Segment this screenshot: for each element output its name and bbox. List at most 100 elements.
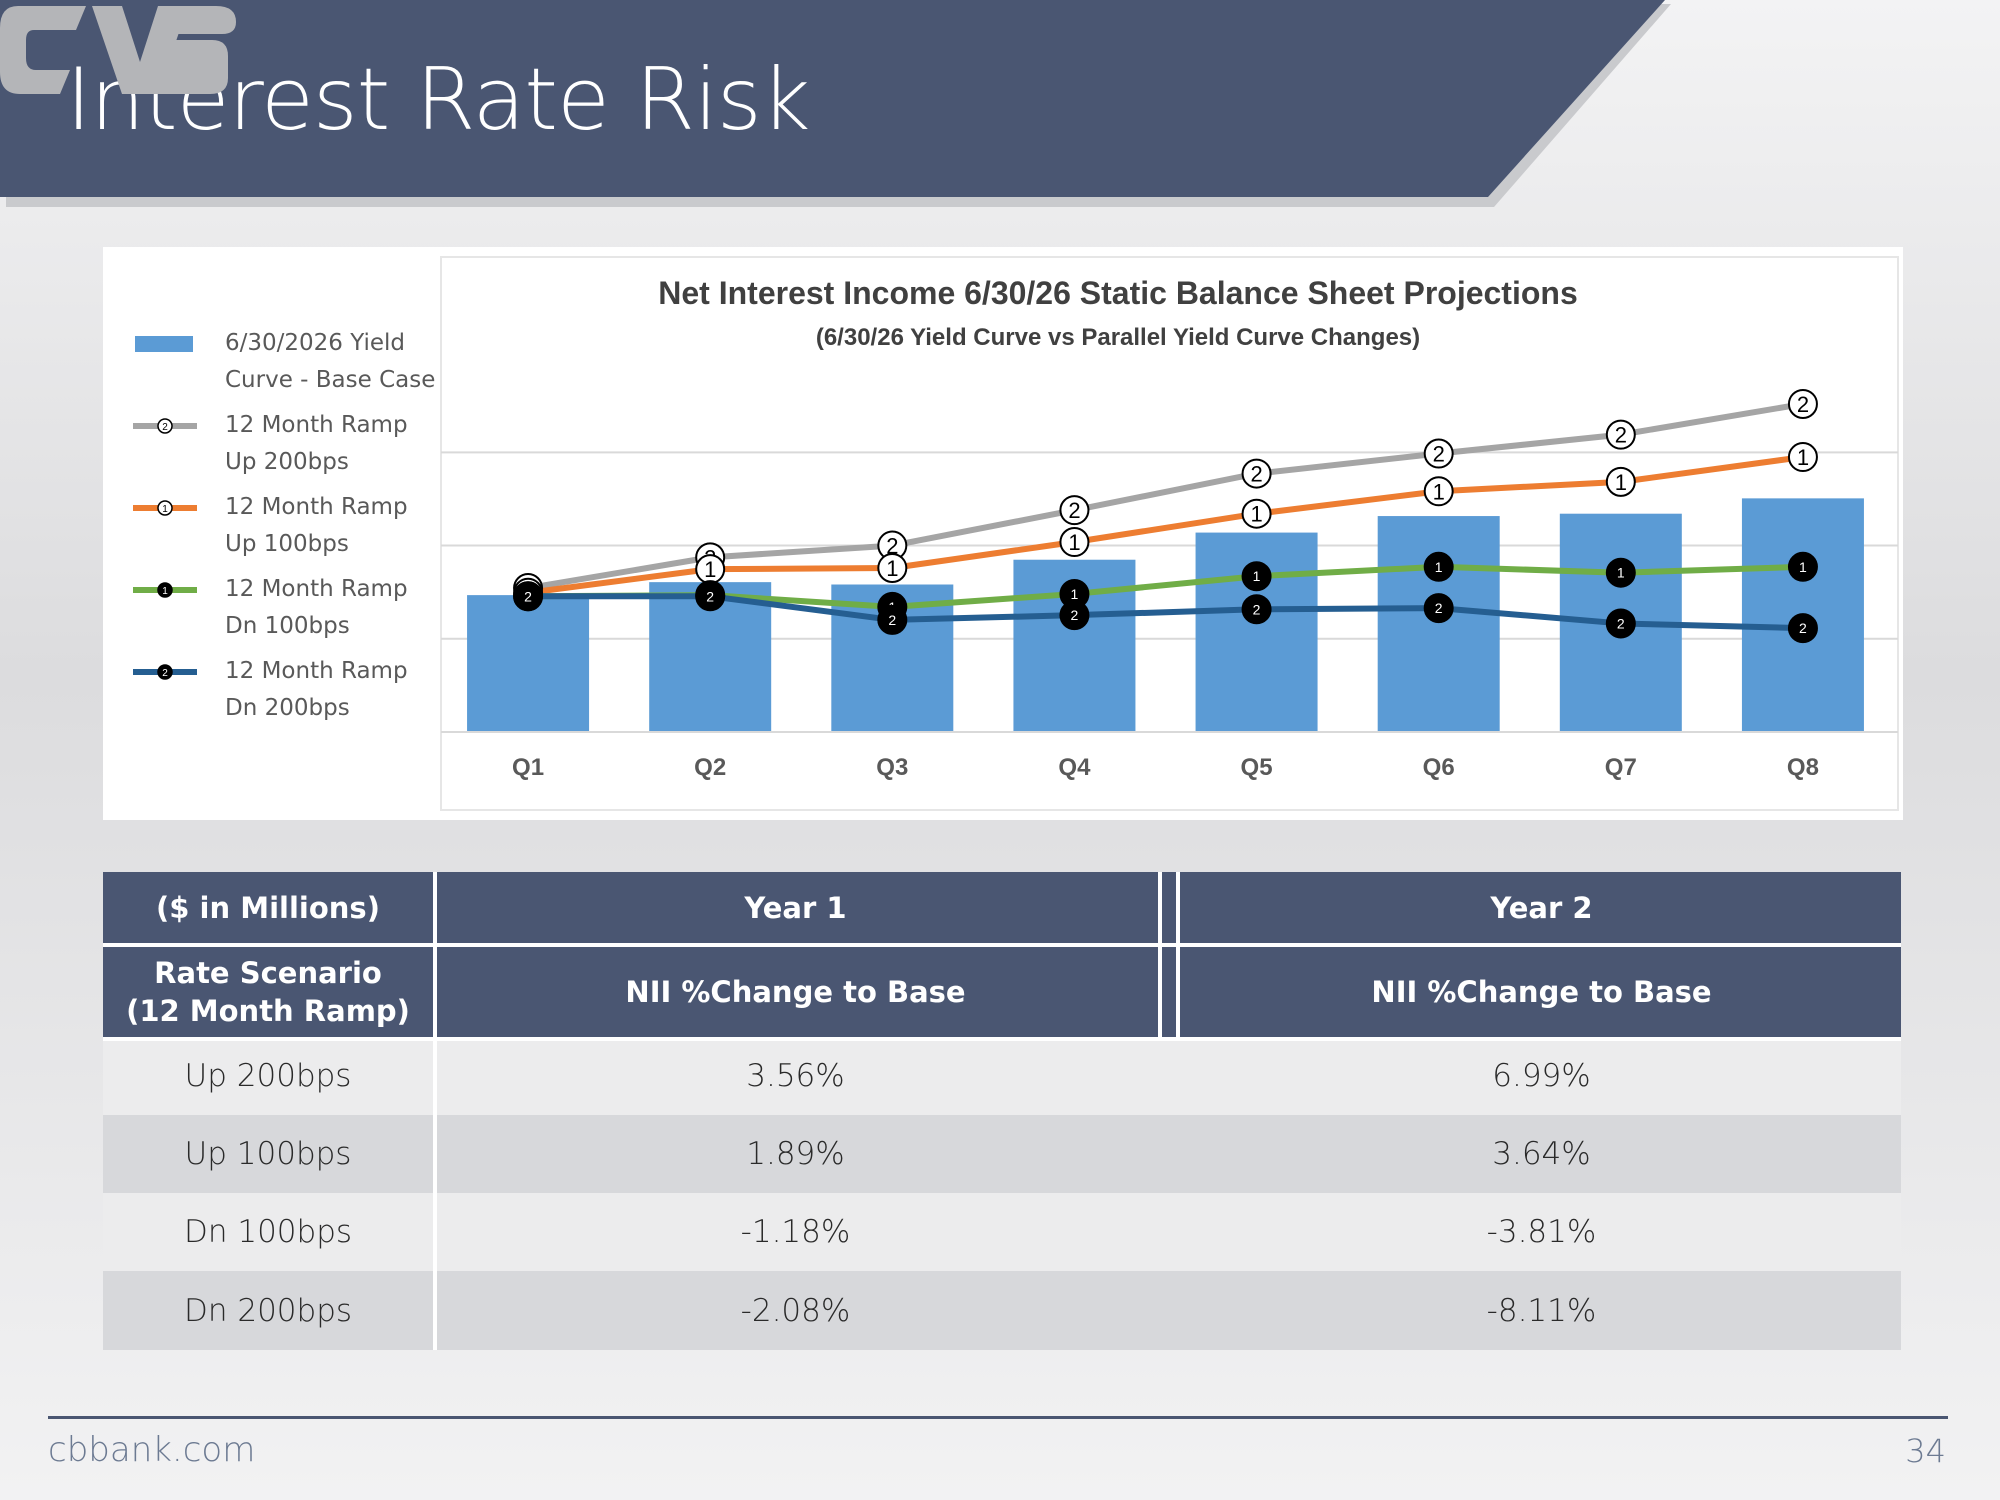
table-cell-year2: 3.64% [1492,1136,1591,1172]
svg-text:2: 2 [1253,601,1261,617]
series-marker: 1 [1423,551,1454,582]
table-cell-year2: 6.99% [1492,1058,1591,1094]
series-marker: 1 [695,554,726,585]
table-header-y1-nii: NII %Change to Base [437,947,1154,1037]
svg-text:1: 1 [162,504,168,515]
series-marker: 2 [1059,600,1090,631]
series-marker: 2 [1787,613,1818,644]
chart-subtitle: (6/30/26 Yield Curve vs Parallel Yield C… [816,324,1420,351]
x-tick-label: Q4 [1058,754,1091,781]
series-marker: 2 [695,581,726,612]
series-marker: 1 [1241,561,1272,592]
x-tick-label: Q3 [876,754,908,781]
table-row [103,1193,1901,1271]
table-cell-year2: -3.81% [1486,1214,1597,1250]
footer-rule [48,1416,1948,1419]
table-row [103,1037,1901,1115]
svg-text:1: 1 [1433,479,1445,504]
series-marker: 1 [877,552,908,583]
series-marker: 2 [1605,608,1636,639]
line-series: 22222222111111111111111122222222 [513,388,1818,644]
svg-text:1: 1 [1435,559,1443,575]
table-header-year1: Year 1 [437,872,1154,943]
table-cell-year1: 3.56% [746,1058,845,1094]
table-cell-scenario: Dn 200bps [183,1292,353,1329]
bar-base-case [1377,516,1500,732]
series-marker: 2 [1423,593,1454,624]
table-cell-year1: 1.89% [746,1136,845,1172]
legend-label: 12 Month Ramp Up 200bps [225,412,408,475]
table-cell-scenario: Up 200bps [184,1058,352,1094]
chart-panel: Net Interest Income 6/30/26 Static Balan… [103,247,1903,820]
table-cell-scenario: Up 100bps [184,1136,352,1172]
x-tick-label: Q1 [512,754,544,781]
svg-text:1: 1 [1799,559,1807,575]
bank-logo [0,6,236,94]
series-line-2 [527,454,1804,596]
svg-text:1: 1 [1071,586,1079,602]
footer-url: cbbank.com [48,1430,256,1470]
svg-text:2: 2 [1797,392,1809,417]
svg-text:2: 2 [706,588,714,604]
svg-text:2: 2 [1435,600,1443,616]
series-marker: 1 [1059,578,1090,609]
svg-text:1: 1 [1615,470,1627,495]
svg-text:2: 2 [1615,423,1627,448]
table-cell-year1: -2.08% [740,1292,851,1329]
svg-text:2: 2 [1250,462,1262,487]
bar-base-case [467,595,590,732]
series-line-3 [528,563,1804,610]
table-row-divider [103,943,1901,947]
series-marker: 2 [513,581,544,612]
legend-label: 6/30/2026 Yield Curve - Base Case [225,330,436,393]
svg-text:1: 1 [1253,568,1261,584]
table-cell-year1: -1.18% [740,1214,851,1250]
legend-swatch: 1 [133,500,197,516]
svg-text:1: 1 [162,586,168,597]
series-marker: 2 [1787,388,1818,419]
page-number: 34 [1905,1432,1946,1470]
nii-change-table: ($ in Millions) Year 1 Year 2 Rate Scena… [103,872,1901,1350]
svg-text:1: 1 [1068,530,1080,555]
table-header-rate-scenario: Rate Scenario (12 Month Ramp) [103,947,433,1037]
table-divider [433,872,437,1350]
header-background [0,0,1671,207]
series-marker: 2 [1605,419,1636,450]
svg-text:2: 2 [1071,607,1079,623]
svg-text:1: 1 [886,556,898,581]
series-marker: 1 [1605,466,1636,497]
svg-text:2: 2 [1433,442,1445,467]
legend-label: 12 Month Ramp Up 100bps [225,494,408,557]
legend-item: 2 12 Month Ramp Dn 200bps [133,653,533,735]
table-header-y2-nii: NII %Change to Base [1182,947,1901,1037]
chart-legend: 6/30/2026 Yield Curve - Base Case 2 12 Mon… [133,325,533,735]
svg-text:2: 2 [162,668,168,679]
x-tick-label: Q5 [1241,754,1273,781]
series-marker: 2 [1241,594,1272,625]
svg-text:2: 2 [886,534,898,559]
series-marker: 1 [1059,527,1090,558]
table-cell-year2: -8.11% [1486,1292,1597,1329]
table-row [103,1271,1901,1350]
x-axis: Q1 Q2 Q3 Q4 Q5 Q6 Q7 Q8 [441,731,1898,781]
series-marker: 2 [1059,495,1090,526]
series-marker: 2 [1423,438,1454,469]
chart-title: Net Interest Income 6/30/26 Static Balan… [658,275,1577,311]
legend-swatch: 1 [133,582,197,598]
svg-text:2: 2 [1617,615,1625,631]
series-marker: 1 [1787,551,1818,582]
svg-text:2: 2 [162,422,168,433]
svg-text:1: 1 [1797,445,1809,470]
table-row [103,1115,1901,1193]
svg-text:1: 1 [704,557,716,582]
legend-item: 1 12 Month Ramp Up 100bps [133,489,533,571]
svg-text:2: 2 [1799,620,1807,636]
series-marker: 1 [1241,498,1272,529]
table-row-divider [103,1037,1901,1041]
bar-series [467,498,1864,732]
chart-svg: Net Interest Income 6/30/26 Static Balan… [440,256,1899,811]
svg-text:2: 2 [888,612,896,628]
table-header-units: ($ in Millions) [103,872,433,943]
series-marker: 1 [1423,476,1454,507]
legend-label: 12 Month Ramp Dn 200bps [225,658,408,721]
